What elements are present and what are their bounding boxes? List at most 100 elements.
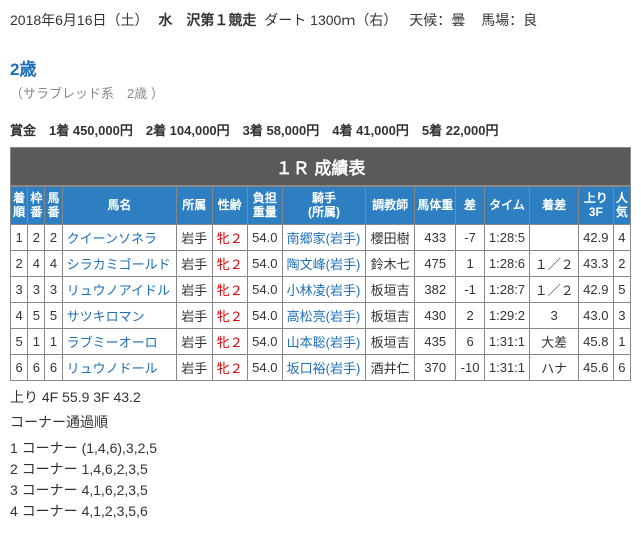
results-table: 着順 枠番 馬番 馬名 所属 性齢 負担重量 騎手(所属) 調教師 馬体重 差 … <box>10 186 631 381</box>
cell-horsename[interactable]: リュウノドール <box>62 354 176 380</box>
cell-sexage: 牝２ <box>212 302 247 328</box>
cell-diff: -7 <box>456 224 484 250</box>
result-title: １Ｒ 成績表 <box>10 147 631 186</box>
cell-belong: 岩手 <box>177 276 212 302</box>
cell-horsenum: 6 <box>45 354 62 380</box>
col-horsenum: 馬番 <box>45 187 62 225</box>
cell-agari: 42.9 <box>578 224 613 250</box>
race-subclass: （サラブレッド系 2歳 ） <box>10 83 631 102</box>
table-row: 333リュウノアイドル岩手牝２54.0小林凌(岩手)板垣吉382-11:28:7… <box>11 276 631 302</box>
cell-finish: 1 <box>11 224 28 250</box>
weather-val: 曇 <box>451 12 465 28</box>
table-row: 511ラブミーオーロ岩手牝２54.0山本聡(岩手)板垣吉43561:31:1大差… <box>11 328 631 354</box>
cell-horsename[interactable]: サツキロマン <box>62 302 176 328</box>
cell-loadweight: 54.0 <box>247 354 282 380</box>
race-class: 2歳 <box>10 55 631 80</box>
weather-label: 天候： <box>409 12 451 28</box>
col-frame: 枠番 <box>28 187 45 225</box>
corner-list: 1 コーナー (1,4,6),3,2,52 コーナー 1,4,6,2,3,53 … <box>10 438 631 522</box>
cell-agari: 43.3 <box>578 250 613 276</box>
col-diff: 差 <box>456 187 484 225</box>
table-row: 244シラカミゴールド岩手牝２54.0陶文峰(岩手)鈴木七47511:28:6１… <box>11 250 631 276</box>
venue-race: 水 沢第１競走 <box>158 12 256 28</box>
cell-loadweight: 54.0 <box>247 302 282 328</box>
cell-frame: 6 <box>28 354 45 380</box>
cell-time: 1:31:1 <box>484 354 530 380</box>
cell-bodyweight: 382 <box>414 276 456 302</box>
cell-margin: 3 <box>530 302 579 328</box>
table-row: 122クイーンソネラ岩手牝２54.0南郷家(岩手)櫻田樹433-71:28:54… <box>11 224 631 250</box>
cell-sexage: 牝２ <box>212 354 247 380</box>
cell-bodyweight: 433 <box>414 224 456 250</box>
cell-horsename[interactable]: ラブミーオーロ <box>62 328 176 354</box>
col-name: 馬名 <box>62 187 176 225</box>
cell-time: 1:28:5 <box>484 224 530 250</box>
cell-horsename[interactable]: クイーンソネラ <box>62 224 176 250</box>
cell-horsenum: 4 <box>45 250 62 276</box>
cell-bodyweight: 370 <box>414 354 456 380</box>
cell-sexage: 牝２ <box>212 224 247 250</box>
cell-trainer: 板垣吉 <box>366 276 415 302</box>
cell-frame: 1 <box>28 328 45 354</box>
cell-pop: 1 <box>613 328 630 354</box>
col-finish: 着順 <box>11 187 28 225</box>
race-header: 2018年6月16日（土） 水 沢第１競走 ダート 1300ｍ（右） 天候：曇 … <box>10 10 631 30</box>
cell-bodyweight: 435 <box>414 328 456 354</box>
cell-frame: 5 <box>28 302 45 328</box>
cell-finish: 4 <box>11 302 28 328</box>
cell-belong: 岩手 <box>177 354 212 380</box>
cell-horsenum: 5 <box>45 302 62 328</box>
cell-jockey[interactable]: 陶文峰(岩手) <box>282 250 366 276</box>
corner-line: 2 コーナー 1,4,6,2,3,5 <box>10 459 631 480</box>
cell-belong: 岩手 <box>177 328 212 354</box>
cell-frame: 4 <box>28 250 45 276</box>
cell-trainer: 板垣吉 <box>366 328 415 354</box>
cell-pop: 4 <box>613 224 630 250</box>
track-val: 良 <box>523 12 537 28</box>
cell-jockey[interactable]: 小林凌(岩手) <box>282 276 366 302</box>
cell-frame: 2 <box>28 224 45 250</box>
cell-belong: 岩手 <box>177 224 212 250</box>
cell-horsename[interactable]: シラカミゴールド <box>62 250 176 276</box>
cell-pop: 2 <box>613 250 630 276</box>
cell-horsename[interactable]: リュウノアイドル <box>62 276 176 302</box>
cell-jockey[interactable]: 山本聡(岩手) <box>282 328 366 354</box>
race-date: 2018年6月16日（土） <box>10 12 149 28</box>
cell-loadweight: 54.0 <box>247 328 282 354</box>
cell-margin: ハナ <box>530 354 579 380</box>
cell-agari: 43.0 <box>578 302 613 328</box>
col-margin: 着差 <box>530 187 579 225</box>
cell-loadweight: 54.0 <box>247 224 282 250</box>
cell-belong: 岩手 <box>177 302 212 328</box>
col-bodyweight: 馬体重 <box>414 187 456 225</box>
track-label: 馬場： <box>481 12 523 28</box>
col-belong: 所属 <box>177 187 212 225</box>
cell-jockey[interactable]: 坂口裕(岩手) <box>282 354 366 380</box>
cell-belong: 岩手 <box>177 250 212 276</box>
cell-finish: 5 <box>11 328 28 354</box>
corner-title: コーナー通過順 <box>10 412 631 432</box>
cell-agari: 45.8 <box>578 328 613 354</box>
cell-margin: １／２ <box>530 250 579 276</box>
cell-pop: 6 <box>613 354 630 380</box>
cell-trainer: 板垣吉 <box>366 302 415 328</box>
cell-bodyweight: 430 <box>414 302 456 328</box>
cell-loadweight: 54.0 <box>247 276 282 302</box>
surface-dist: ダート 1300ｍ（右） <box>264 12 397 28</box>
cell-time: 1:28:7 <box>484 276 530 302</box>
cell-horsenum: 3 <box>45 276 62 302</box>
table-header-row: 着順 枠番 馬番 馬名 所属 性齢 負担重量 騎手(所属) 調教師 馬体重 差 … <box>11 187 631 225</box>
corner-line: 4 コーナー 4,1,2,3,5,6 <box>10 501 631 522</box>
cell-time: 1:28:6 <box>484 250 530 276</box>
cell-margin: 大差 <box>530 328 579 354</box>
cell-horsenum: 2 <box>45 224 62 250</box>
cell-finish: 6 <box>11 354 28 380</box>
cell-sexage: 牝２ <box>212 250 247 276</box>
table-row: 666リュウノドール岩手牝２54.0坂口裕(岩手)酒井仁370-101:31:1… <box>11 354 631 380</box>
col-sexage: 性齢 <box>212 187 247 225</box>
cell-jockey[interactable]: 高松亮(岩手) <box>282 302 366 328</box>
cell-margin <box>530 224 579 250</box>
cell-sexage: 牝２ <box>212 328 247 354</box>
cell-jockey[interactable]: 南郷家(岩手) <box>282 224 366 250</box>
cell-pop: 5 <box>613 276 630 302</box>
